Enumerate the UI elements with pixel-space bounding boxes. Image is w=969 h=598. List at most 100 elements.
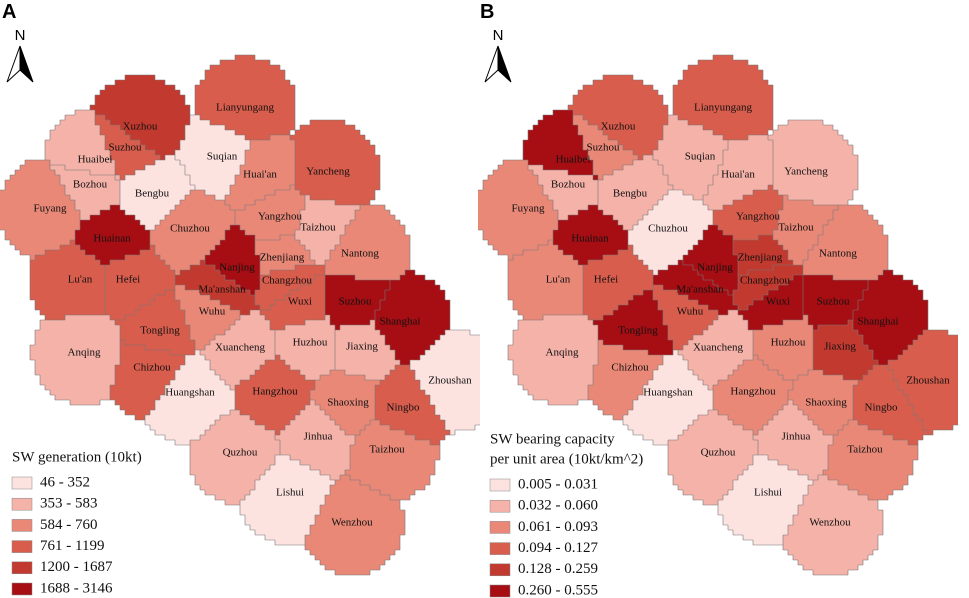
region	[325, 275, 390, 330]
legend-swatch	[11, 519, 33, 532]
region	[653, 260, 738, 315]
region-label: Chuzhou	[648, 223, 688, 235]
region-label: Shaoxing	[327, 397, 369, 409]
region-label: Nantong	[341, 248, 379, 260]
region-label: Suzhou	[817, 296, 851, 308]
region	[738, 275, 803, 330]
region	[120, 155, 195, 230]
legend-label: 0.260 - 0.555	[518, 582, 598, 598]
region-label: Wuhu	[199, 306, 226, 318]
region-label: Bozhou	[73, 179, 108, 191]
region-label: Huainan	[93, 233, 131, 245]
region-label: Ningbo	[387, 402, 421, 414]
region	[598, 155, 673, 230]
region-label: Chizhou	[133, 362, 171, 374]
region-label: Huangshan	[165, 387, 215, 399]
legend-swatch	[11, 540, 33, 553]
region	[410, 330, 480, 435]
region-label: Hangzhou	[252, 386, 298, 398]
region	[190, 410, 280, 505]
legend-title: per unit area (10kt/km^2)	[490, 451, 643, 467]
panel-label: A	[2, 1, 16, 23]
region	[528, 165, 598, 220]
region	[568, 75, 668, 160]
region	[175, 285, 240, 350]
region	[588, 340, 663, 420]
region	[523, 110, 598, 180]
region	[290, 120, 380, 205]
region-label: Wuhu	[677, 306, 704, 318]
region	[205, 225, 260, 295]
legend-swatch	[489, 542, 511, 555]
region-label: Huai'an	[243, 169, 277, 181]
region-label: Suzhou	[339, 296, 373, 308]
region-label: Zhoushan	[428, 375, 472, 387]
region-label: Xuzhou	[123, 121, 158, 133]
region-label: Lianyungang	[216, 102, 275, 114]
legend-swatch	[11, 497, 33, 511]
region-label: Bengbu	[135, 188, 170, 200]
region-label: Jinhua	[304, 431, 333, 443]
legend-title: SW bearing capacity	[490, 431, 615, 447]
region-label: Chizhou	[611, 362, 649, 374]
region-label: Shanghai	[380, 316, 421, 328]
region-label: Wenzhou	[331, 517, 373, 529]
region	[653, 115, 728, 200]
region-label: Tongling	[140, 325, 180, 337]
north-arrow	[484, 45, 499, 83]
region-label: Huangshan	[643, 387, 693, 399]
legend-swatch	[11, 582, 33, 596]
region-borders	[0, 54, 480, 576]
north-arrow	[6, 45, 21, 83]
region-label: Changzhou	[262, 275, 313, 287]
region	[295, 195, 360, 265]
region-label: Yangzhou	[258, 211, 303, 223]
region-label: Quzhou	[223, 447, 258, 459]
panel-label: B	[480, 1, 494, 23]
region	[553, 205, 628, 265]
region	[853, 365, 928, 445]
region-label: Tongling	[618, 325, 658, 337]
legend-title: SW generation (10kt)	[12, 449, 142, 465]
region	[90, 75, 190, 160]
region	[788, 370, 858, 435]
region	[853, 270, 928, 365]
region-label: Xuancheng	[215, 342, 266, 354]
region	[275, 315, 335, 380]
region-label: Jinhua	[782, 431, 811, 443]
region-label: Yangzhou	[736, 211, 781, 223]
legend: SW generation (10kt) 46 - 352 353 - 583 584…	[11, 449, 142, 596]
legend-label: 1688 - 3146	[40, 580, 113, 596]
region	[718, 455, 813, 545]
region	[115, 290, 195, 355]
region-label: Fuyang	[512, 203, 546, 215]
region	[255, 265, 325, 310]
north-label: N	[15, 27, 26, 44]
region-label: Chuzhou	[170, 223, 210, 235]
region	[240, 455, 335, 545]
region-label: Nantong	[819, 248, 857, 260]
region	[713, 185, 783, 240]
region-label: Huainan	[571, 233, 609, 245]
region-label: Lu'an	[68, 274, 93, 286]
region-label: Huaibei	[78, 154, 113, 166]
region	[703, 135, 773, 210]
region	[175, 115, 250, 200]
north-arrow	[497, 45, 512, 83]
region-label: Suzhou	[109, 142, 143, 154]
region-label: Hefei	[594, 274, 618, 286]
region	[508, 315, 598, 405]
region-label: Suzhou	[587, 142, 621, 154]
region-label: Lu'an	[546, 274, 571, 286]
region	[110, 340, 185, 420]
legend-swatch	[489, 563, 511, 577]
region	[150, 190, 235, 275]
region-label: Jiaxing	[346, 341, 378, 353]
legend-swatch	[11, 476, 33, 490]
region-label: Suqian	[207, 151, 238, 163]
region	[773, 195, 838, 265]
legend-label: 1200 - 1687	[40, 559, 113, 575]
